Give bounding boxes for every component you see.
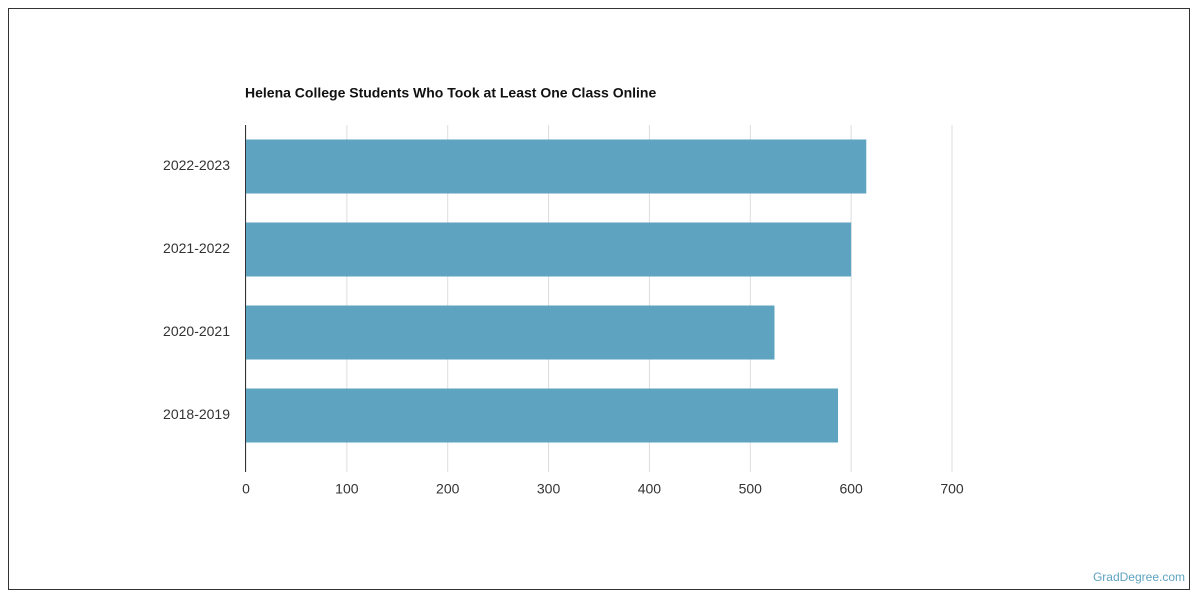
x-tick-label: 700 — [940, 481, 964, 497]
frame — [8, 8, 1190, 590]
x-tick-label: 600 — [839, 481, 863, 497]
y-tick-label: 2022-2023 — [163, 157, 230, 173]
y-tick-label: 2018-2019 — [163, 406, 230, 422]
chart-title: Helena College Students Who Took at Leas… — [245, 85, 656, 101]
y-tick-label: 2020-2021 — [163, 323, 230, 339]
bar — [246, 388, 839, 443]
x-tick-label: 200 — [436, 481, 460, 497]
bar — [246, 305, 775, 360]
x-tick-label: 500 — [739, 481, 763, 497]
x-tick-label: 0 — [242, 481, 250, 497]
x-tick-label: 100 — [335, 481, 359, 497]
y-tick-label: 2021-2022 — [163, 240, 230, 256]
bar — [246, 222, 852, 277]
bar — [246, 139, 867, 194]
x-tick-label: 400 — [638, 481, 662, 497]
x-tick-label: 300 — [537, 481, 561, 497]
watermark: GradDegree.com — [1093, 570, 1185, 584]
